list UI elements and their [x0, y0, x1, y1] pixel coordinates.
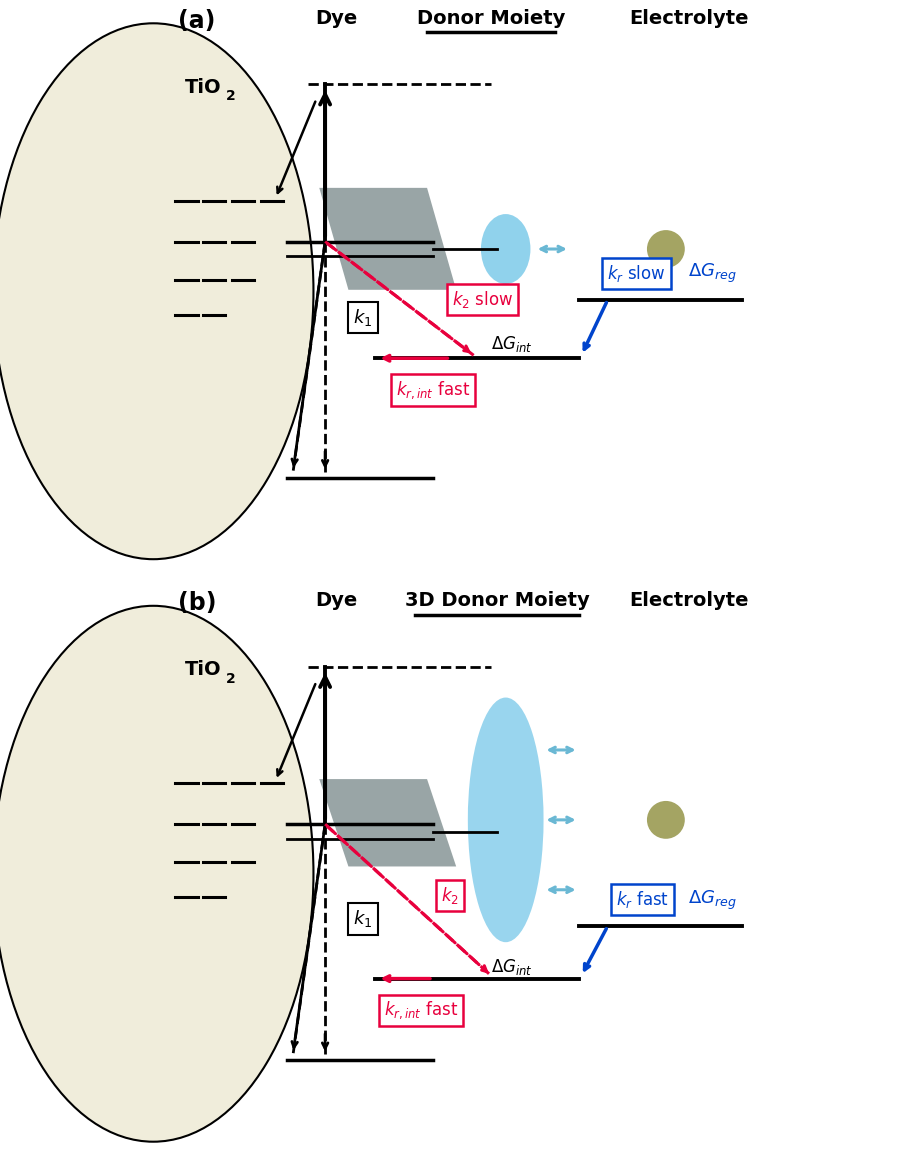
Ellipse shape	[0, 606, 313, 1142]
Text: 3D Donor Moiety: 3D Donor Moiety	[405, 592, 590, 610]
Text: $\Delta G_{reg}$: $\Delta G_{reg}$	[688, 889, 736, 911]
Text: 2: 2	[226, 671, 236, 686]
Bar	[55, 582, 171, 1165]
Polygon shape	[320, 188, 456, 290]
Text: TiO: TiO	[186, 661, 222, 679]
Text: Electrolyte: Electrolyte	[629, 9, 749, 28]
Text: $k_r$ slow: $k_r$ slow	[607, 263, 666, 284]
Ellipse shape	[468, 698, 543, 942]
Text: $k_{r,int}$ fast: $k_{r,int}$ fast	[395, 380, 470, 401]
Text: $k_{r,int}$ fast: $k_{r,int}$ fast	[384, 1000, 458, 1022]
Text: Electrolyte: Electrolyte	[629, 592, 749, 610]
Text: TiO: TiO	[186, 78, 222, 97]
Ellipse shape	[647, 231, 685, 268]
Text: Dye: Dye	[316, 592, 358, 610]
Text: $k_2$: $k_2$	[442, 885, 459, 906]
Text: 2: 2	[226, 89, 236, 104]
Polygon shape	[320, 779, 456, 867]
Ellipse shape	[480, 214, 530, 284]
Bar	[55, 0, 171, 582]
Ellipse shape	[647, 802, 685, 839]
Text: $\Delta G_{int}$: $\Delta G_{int}$	[492, 956, 533, 977]
Text: $k_1$: $k_1$	[353, 306, 372, 329]
Text: $\Delta G_{reg}$: $\Delta G_{reg}$	[688, 262, 736, 285]
Ellipse shape	[0, 23, 313, 559]
Text: (a): (a)	[177, 9, 215, 33]
Text: $k_1$: $k_1$	[353, 909, 372, 930]
Text: $k_r$ fast: $k_r$ fast	[616, 889, 669, 911]
Text: Donor Moiety: Donor Moiety	[417, 9, 565, 28]
Text: $\Delta G_{int}$: $\Delta G_{int}$	[492, 333, 533, 354]
Text: Dye: Dye	[316, 9, 358, 28]
Text: (b): (b)	[177, 592, 216, 615]
Text: $k_2$ slow: $k_2$ slow	[452, 289, 513, 311]
